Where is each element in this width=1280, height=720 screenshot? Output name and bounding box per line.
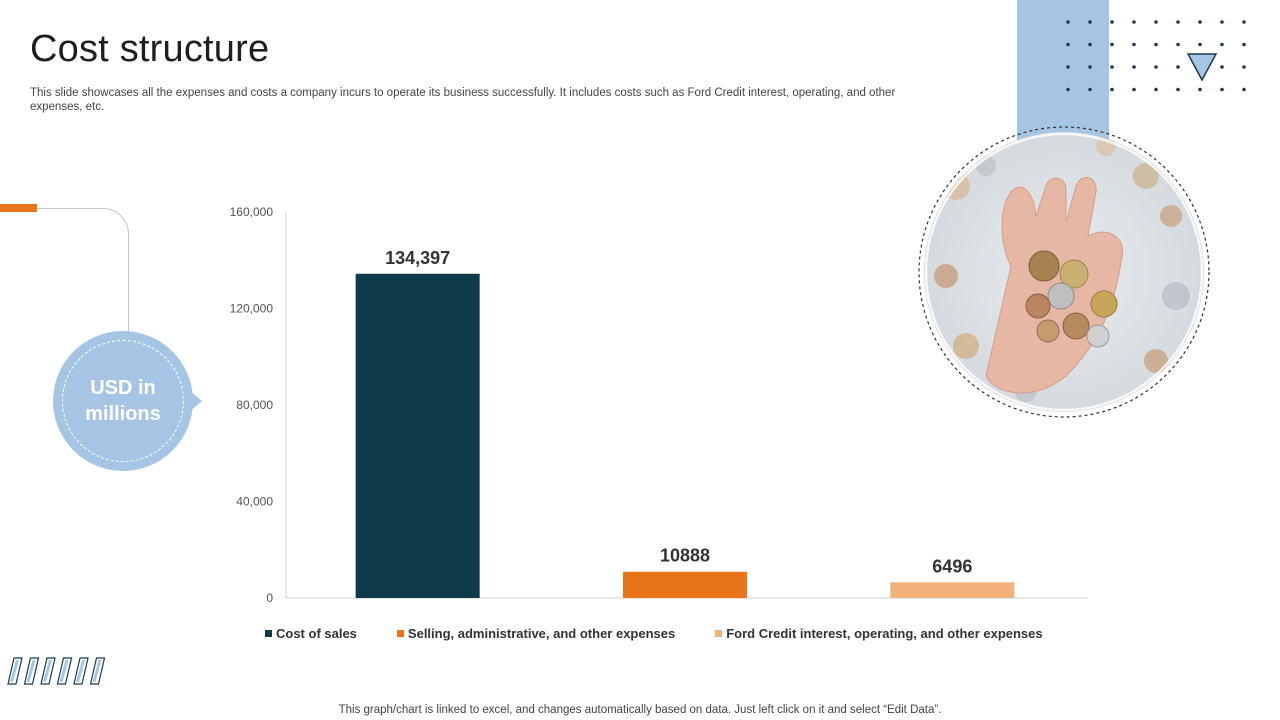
y-tick-label: 0 — [266, 591, 273, 605]
decor-stripe-fill — [10, 660, 19, 682]
decor-dot — [1154, 65, 1158, 69]
decorative-orange-tab — [0, 204, 37, 212]
chart-legend: Cost of sales Selling, administrative, a… — [265, 626, 1043, 641]
decor-stripe-fill — [43, 660, 52, 682]
decor-dot — [1220, 65, 1224, 69]
legend-item-ford-credit: Ford Credit interest, operating, and oth… — [715, 626, 1043, 641]
legend-label: Ford Credit interest, operating, and oth… — [726, 626, 1043, 641]
decor-dot — [1198, 42, 1202, 47]
decor-dot — [1132, 87, 1136, 92]
decor-dot — [1154, 87, 1158, 92]
decor-dot — [1176, 20, 1180, 24]
legend-swatch — [396, 630, 404, 637]
decor-dot — [1198, 20, 1202, 24]
unit-label: USD in millions — [85, 377, 161, 425]
decorative-blue-bar — [1017, 0, 1109, 140]
decor-dot — [1110, 65, 1114, 69]
badge-dashed-ring — [62, 340, 184, 462]
decor-dot — [1066, 20, 1070, 24]
decor-dot — [1176, 65, 1180, 69]
decor-dot — [1110, 42, 1114, 47]
decor-dot — [1220, 42, 1224, 47]
decor-dot — [1242, 20, 1246, 24]
decor-stripe-fill — [59, 660, 69, 682]
decor-dot — [1242, 42, 1246, 47]
bar — [355, 273, 480, 598]
decor-dot — [1154, 20, 1158, 24]
decorative-connector-line — [37, 208, 129, 338]
legend-label: Cost of sales — [276, 626, 357, 641]
decorative-dot-grid — [1066, 20, 1246, 92]
y-tick-label: 160,000 — [230, 205, 274, 219]
decor-dot — [1198, 87, 1202, 92]
legend-item-selling-admin: Selling, administrative, and other expen… — [396, 626, 676, 641]
bar-value-label: 134,397 — [385, 248, 450, 268]
y-tick-label: 40,000 — [236, 495, 273, 509]
decor-dot — [1066, 65, 1070, 69]
bar — [890, 582, 1015, 598]
decor-dot — [1242, 87, 1246, 92]
badge-pointer — [188, 389, 202, 413]
decor-stripe-fill — [92, 660, 102, 682]
decor-stripe-fill — [76, 660, 85, 682]
y-tick-label: 80,000 — [236, 398, 273, 412]
bar-value-label: 10888 — [660, 546, 710, 566]
bar — [623, 571, 747, 598]
bar-value-label: 6496 — [932, 556, 972, 576]
footer-note: This graph/chart is linked to excel, and… — [338, 704, 942, 716]
decorative-stripes — [7, 657, 106, 685]
decor-dot — [1088, 42, 1092, 47]
unit-badge: USD in millions — [53, 331, 202, 471]
legend-swatch — [715, 630, 723, 637]
decor-stripe-fill — [26, 660, 36, 682]
decor-dot — [1110, 87, 1114, 92]
decor-dot — [1132, 65, 1136, 69]
triangle-down-icon — [1186, 53, 1218, 82]
legend-label: Selling, administrative, and other expen… — [407, 626, 676, 641]
decor-dot — [1088, 87, 1092, 92]
decor-dot — [1066, 42, 1070, 47]
legend-item-cost-of-sales: Cost of sales — [265, 626, 357, 641]
decor-dot — [1088, 65, 1092, 69]
decor-dot — [1088, 20, 1092, 24]
page-title: Cost structure — [30, 28, 270, 70]
decor-dot — [1066, 87, 1070, 92]
decor-dot — [1132, 42, 1136, 47]
decor-dot — [1220, 20, 1224, 24]
legend-swatch — [265, 630, 272, 637]
page-subtitle: This slide showcases all the expenses an… — [30, 87, 896, 113]
decor-dot — [1220, 87, 1224, 92]
decor-dot — [1132, 20, 1136, 24]
decor-dot — [1242, 65, 1246, 69]
decor-dot — [1154, 42, 1158, 47]
y-tick-label: 120,000 — [230, 302, 274, 316]
decor-dot — [1176, 87, 1180, 92]
hand-holding-coins-photo — [918, 126, 1210, 418]
decor-dot — [1110, 20, 1114, 24]
decor-dot — [1176, 42, 1180, 47]
